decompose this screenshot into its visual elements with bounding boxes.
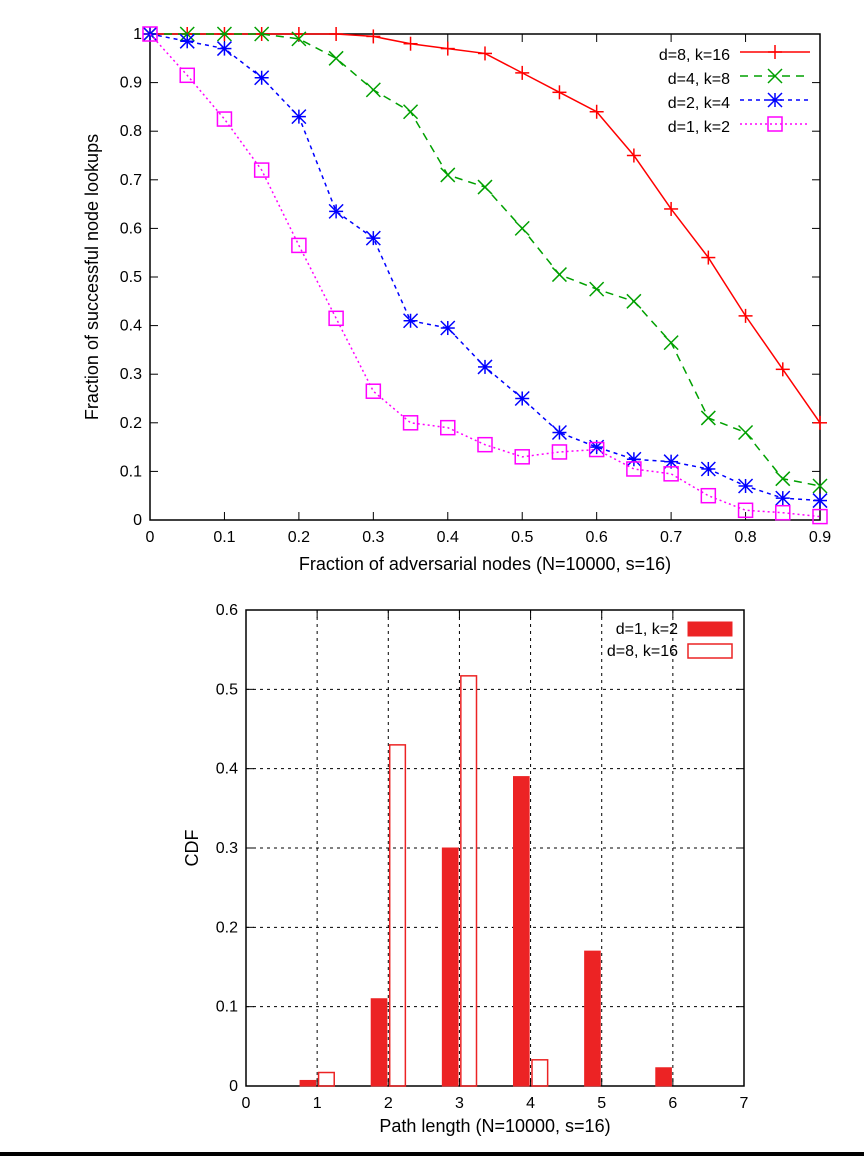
xtick-label: 0.8: [734, 529, 756, 546]
xtick-label: 0.3: [362, 529, 384, 546]
bar: [442, 848, 458, 1086]
xtick-label: 0.2: [288, 529, 310, 546]
legend-label: d=1, k=2: [668, 119, 730, 136]
legend-label: d=2, k=4: [668, 95, 730, 112]
ytick-label: 0.1: [120, 463, 142, 480]
xtick-label: 5: [597, 1095, 606, 1112]
ytick-label: 0: [133, 512, 142, 529]
ytick-label: 0.5: [120, 269, 142, 286]
bar: [300, 1080, 316, 1086]
xtick-label: 6: [668, 1095, 677, 1112]
xtick-label: 0.4: [437, 529, 459, 546]
xtick-label: 0.6: [586, 529, 608, 546]
legend-label: d=8, k=16: [607, 643, 678, 660]
bar: [319, 1073, 335, 1086]
y-axis-label: Fraction of successful node lookups: [82, 134, 102, 420]
ytick-label: 0.7: [120, 172, 142, 189]
bar: [371, 999, 387, 1086]
ytick-label: 1: [133, 26, 142, 43]
ytick-label: 0: [229, 1078, 238, 1095]
xtick-label: 0.1: [213, 529, 235, 546]
ytick-label: 0.1: [216, 999, 238, 1016]
y-axis-label: CDF: [182, 830, 202, 867]
legend-label: d=8, k=16: [659, 47, 730, 64]
xtick-label: 0: [242, 1095, 251, 1112]
ytick-label: 0.4: [216, 761, 238, 778]
xtick-label: 0.7: [660, 529, 682, 546]
x-axis-label: Path length (N=10000, s=16): [379, 1116, 610, 1136]
xtick-label: 1: [313, 1095, 322, 1112]
bar: [461, 676, 477, 1086]
legend-label: d=1, k=2: [616, 621, 678, 638]
legend-swatch: [688, 644, 732, 658]
bar: [585, 951, 601, 1086]
legend-swatch: [688, 622, 732, 636]
bar: [390, 745, 406, 1086]
ytick-label: 0.2: [120, 415, 142, 432]
ytick-label: 0.2: [216, 919, 238, 936]
legend-label: d=4, k=8: [668, 71, 730, 88]
ytick-label: 0.3: [120, 366, 142, 383]
bottom-rule: [0, 1152, 864, 1156]
xtick-label: 2: [384, 1095, 393, 1112]
xtick-label: 3: [455, 1095, 464, 1112]
ytick-label: 0.6: [216, 602, 238, 619]
ytick-label: 0.4: [120, 318, 142, 335]
bottom-chart: 0 1 2 3 4 5 6 7 0 0.1 0.2 0.3 0.4 0.5 0.6 Path length (…: [180, 600, 760, 1140]
x-axis-label: Fraction of adversarial nodes (N=10000, …: [299, 554, 671, 574]
ytick-label: 0.9: [120, 75, 142, 92]
xtick-label: 0.5: [511, 529, 533, 546]
figure-page: 0 0.1 0.2 0.3 0.4 0.5 0.6 0.7 0.8 0.9 0 0.1 0.2 0.3 0.…: [0, 0, 864, 1160]
bar: [656, 1068, 672, 1086]
xtick-label: 0.9: [809, 529, 831, 546]
bar: [532, 1060, 548, 1086]
top-chart: 0 0.1 0.2 0.3 0.4 0.5 0.6 0.7 0.8 0.9 0 0.1 0.2 0.3 0.…: [80, 20, 840, 580]
xtick-label: 4: [526, 1095, 535, 1112]
ytick-label: 0.5: [216, 681, 238, 698]
xtick-label: 7: [740, 1095, 749, 1112]
ytick-label: 0.3: [216, 840, 238, 857]
xtick-label: 0: [146, 529, 155, 546]
ytick-label: 0.6: [120, 220, 142, 237]
ytick-label: 0.8: [120, 123, 142, 140]
bar: [513, 777, 529, 1086]
